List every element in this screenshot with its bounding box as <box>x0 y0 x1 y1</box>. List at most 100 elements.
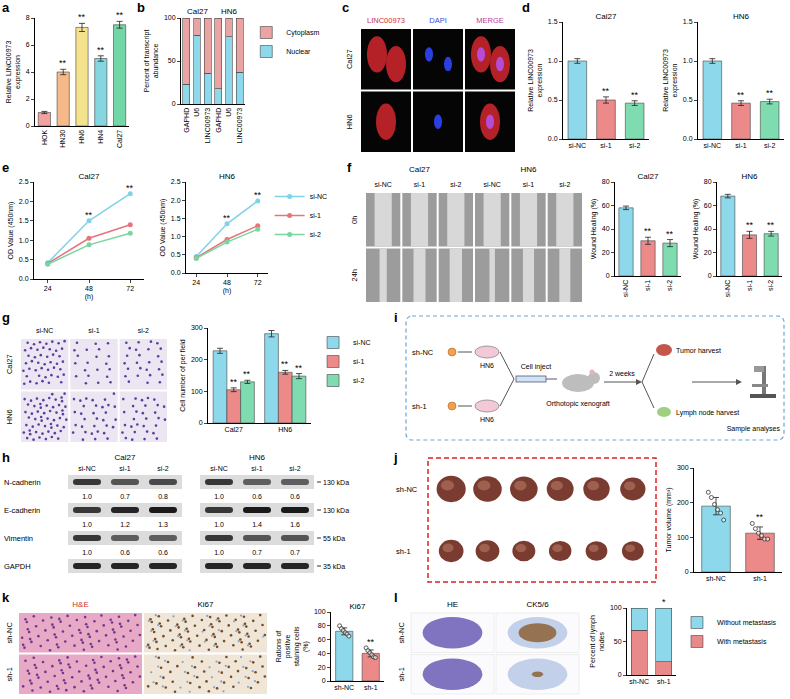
svg-text:40: 40 <box>704 225 712 232</box>
svg-text:24: 24 <box>192 279 200 286</box>
svg-text:50: 50 <box>614 638 622 645</box>
svg-text:1.0: 1.0 <box>214 521 224 528</box>
svg-text:35 kDa: 35 kDa <box>323 563 345 570</box>
svg-text:100: 100 <box>314 608 326 615</box>
svg-text:24h: 24h <box>350 269 359 282</box>
svg-text:si-2: si-2 <box>157 465 168 472</box>
svg-text:**: ** <box>631 90 639 100</box>
svg-text:(h): (h) <box>85 293 94 301</box>
svg-text:sh-NC: sh-NC <box>5 622 14 644</box>
svg-text:sh-1: sh-1 <box>397 667 406 682</box>
svg-text:Ki67: Ki67 <box>197 600 214 609</box>
svg-text:Cal27: Cal27 <box>187 7 208 16</box>
svg-text:1.0: 1.0 <box>82 521 92 528</box>
svg-text:si-1: si-1 <box>735 142 746 149</box>
svg-text:200: 200 <box>677 499 689 506</box>
svg-text:**: ** <box>295 363 303 373</box>
svg-text:Percent of transcriptabundance: Percent of transcriptabundance <box>143 30 159 93</box>
svg-text:0.0: 0.0 <box>548 135 558 142</box>
svg-text:1.4: 1.4 <box>252 521 262 528</box>
svg-text:HN6: HN6 <box>480 362 494 369</box>
svg-text:2.0: 2.0 <box>171 197 181 204</box>
svg-text:**: ** <box>666 229 674 239</box>
svg-text:0h: 0h <box>350 216 359 224</box>
svg-text:HN6: HN6 <box>278 426 292 433</box>
svg-text:si-NC: si-NC <box>569 142 587 149</box>
svg-text:**: ** <box>223 213 231 223</box>
svg-text:Nuclear: Nuclear <box>286 48 311 55</box>
svg-text:72: 72 <box>126 285 134 292</box>
svg-text:1.0: 1.0 <box>214 549 224 556</box>
svg-text:si-2: si-2 <box>450 181 461 188</box>
svg-text:60: 60 <box>602 202 610 209</box>
svg-text:sh-1: sh-1 <box>364 684 378 691</box>
svg-text:sh-NC: sh-NC <box>397 622 406 644</box>
svg-text:1.0: 1.0 <box>171 233 181 240</box>
svg-text:1.3: 1.3 <box>158 521 168 528</box>
svg-text:Relative LINC00973expression: Relative LINC00973expression <box>662 49 679 112</box>
svg-text:**: ** <box>767 220 775 230</box>
svg-text:**: ** <box>116 10 124 20</box>
svg-text:**: ** <box>281 359 289 369</box>
svg-text:1.5: 1.5 <box>19 217 29 224</box>
svg-text:0.5: 0.5 <box>548 96 558 103</box>
svg-text:Lymph node harvest: Lymph node harvest <box>676 409 739 417</box>
svg-text:1.0: 1.0 <box>548 57 558 64</box>
svg-text:Cytoplasm: Cytoplasm <box>286 29 319 37</box>
svg-text:1.5: 1.5 <box>548 18 558 25</box>
svg-text:40: 40 <box>602 225 610 232</box>
svg-text:0.5: 0.5 <box>19 256 29 263</box>
svg-text:DAPI: DAPI <box>429 16 447 25</box>
svg-text:si-1: si-1 <box>119 465 130 472</box>
svg-text:si-2: si-2 <box>138 327 149 334</box>
svg-text:80: 80 <box>704 178 712 185</box>
svg-text:8: 8 <box>26 14 30 21</box>
svg-text:si-1: si-1 <box>310 212 321 219</box>
svg-text:si-NC: si-NC <box>78 465 96 472</box>
svg-text:130 kDa: 130 kDa <box>323 479 349 486</box>
svg-text:Vimentin: Vimentin <box>4 534 33 543</box>
svg-text:si-2: si-2 <box>666 280 673 291</box>
svg-text:CK5/6: CK5/6 <box>526 600 549 609</box>
svg-text:6: 6 <box>26 41 30 48</box>
svg-text:0.5: 0.5 <box>171 251 181 258</box>
svg-text:20: 20 <box>704 249 712 256</box>
svg-text:N-cadherin: N-cadherin <box>4 478 41 487</box>
svg-text:0: 0 <box>708 272 712 279</box>
svg-text:sh-NC: sh-NC <box>629 678 649 685</box>
svg-text:H&E: H&E <box>72 600 88 609</box>
svg-text:0: 0 <box>199 419 203 426</box>
svg-text:si-1: si-1 <box>746 280 753 291</box>
svg-text:0.8: 0.8 <box>158 493 168 500</box>
svg-text:MERGE: MERGE <box>476 16 504 25</box>
svg-text:130 kDa: 130 kDa <box>323 507 349 514</box>
svg-text:**: ** <box>644 226 652 236</box>
svg-text:**: ** <box>59 58 67 68</box>
svg-text:**: ** <box>97 45 105 55</box>
svg-text:Sample analyses: Sample analyses <box>727 425 781 433</box>
svg-text:GAPHD: GAPHD <box>183 108 190 133</box>
svg-text:2.5: 2.5 <box>19 178 29 185</box>
svg-text:**: ** <box>602 86 610 96</box>
svg-text:sh-NC: sh-NC <box>412 348 434 357</box>
svg-text:HN6: HN6 <box>733 12 750 21</box>
svg-text:1.5: 1.5 <box>683 18 693 25</box>
svg-text:With metastasis: With metastasis <box>717 638 767 645</box>
svg-text:HN6: HN6 <box>249 453 266 462</box>
svg-text:HN30: HN30 <box>59 130 66 148</box>
svg-text:si-2: si-2 <box>289 465 300 472</box>
svg-text:1.6: 1.6 <box>290 521 300 528</box>
svg-text:Relative LINC00973expression: Relative LINC00973expression <box>5 41 22 104</box>
svg-text:20: 20 <box>318 664 326 671</box>
svg-text:2.0: 2.0 <box>19 198 29 205</box>
svg-text:Ki67: Ki67 <box>349 602 366 611</box>
svg-text:GAPDH: GAPDH <box>4 562 31 571</box>
svg-text:sh-NC: sh-NC <box>706 575 726 582</box>
svg-text:Cell inject: Cell inject <box>521 363 551 371</box>
svg-text:60: 60 <box>318 636 326 643</box>
svg-text:Cal27: Cal27 <box>225 426 243 433</box>
svg-text:si-1: si-1 <box>251 465 262 472</box>
svg-text:1.0: 1.0 <box>683 57 693 64</box>
svg-text:2.5: 2.5 <box>171 178 181 185</box>
svg-text:100: 100 <box>164 14 176 21</box>
